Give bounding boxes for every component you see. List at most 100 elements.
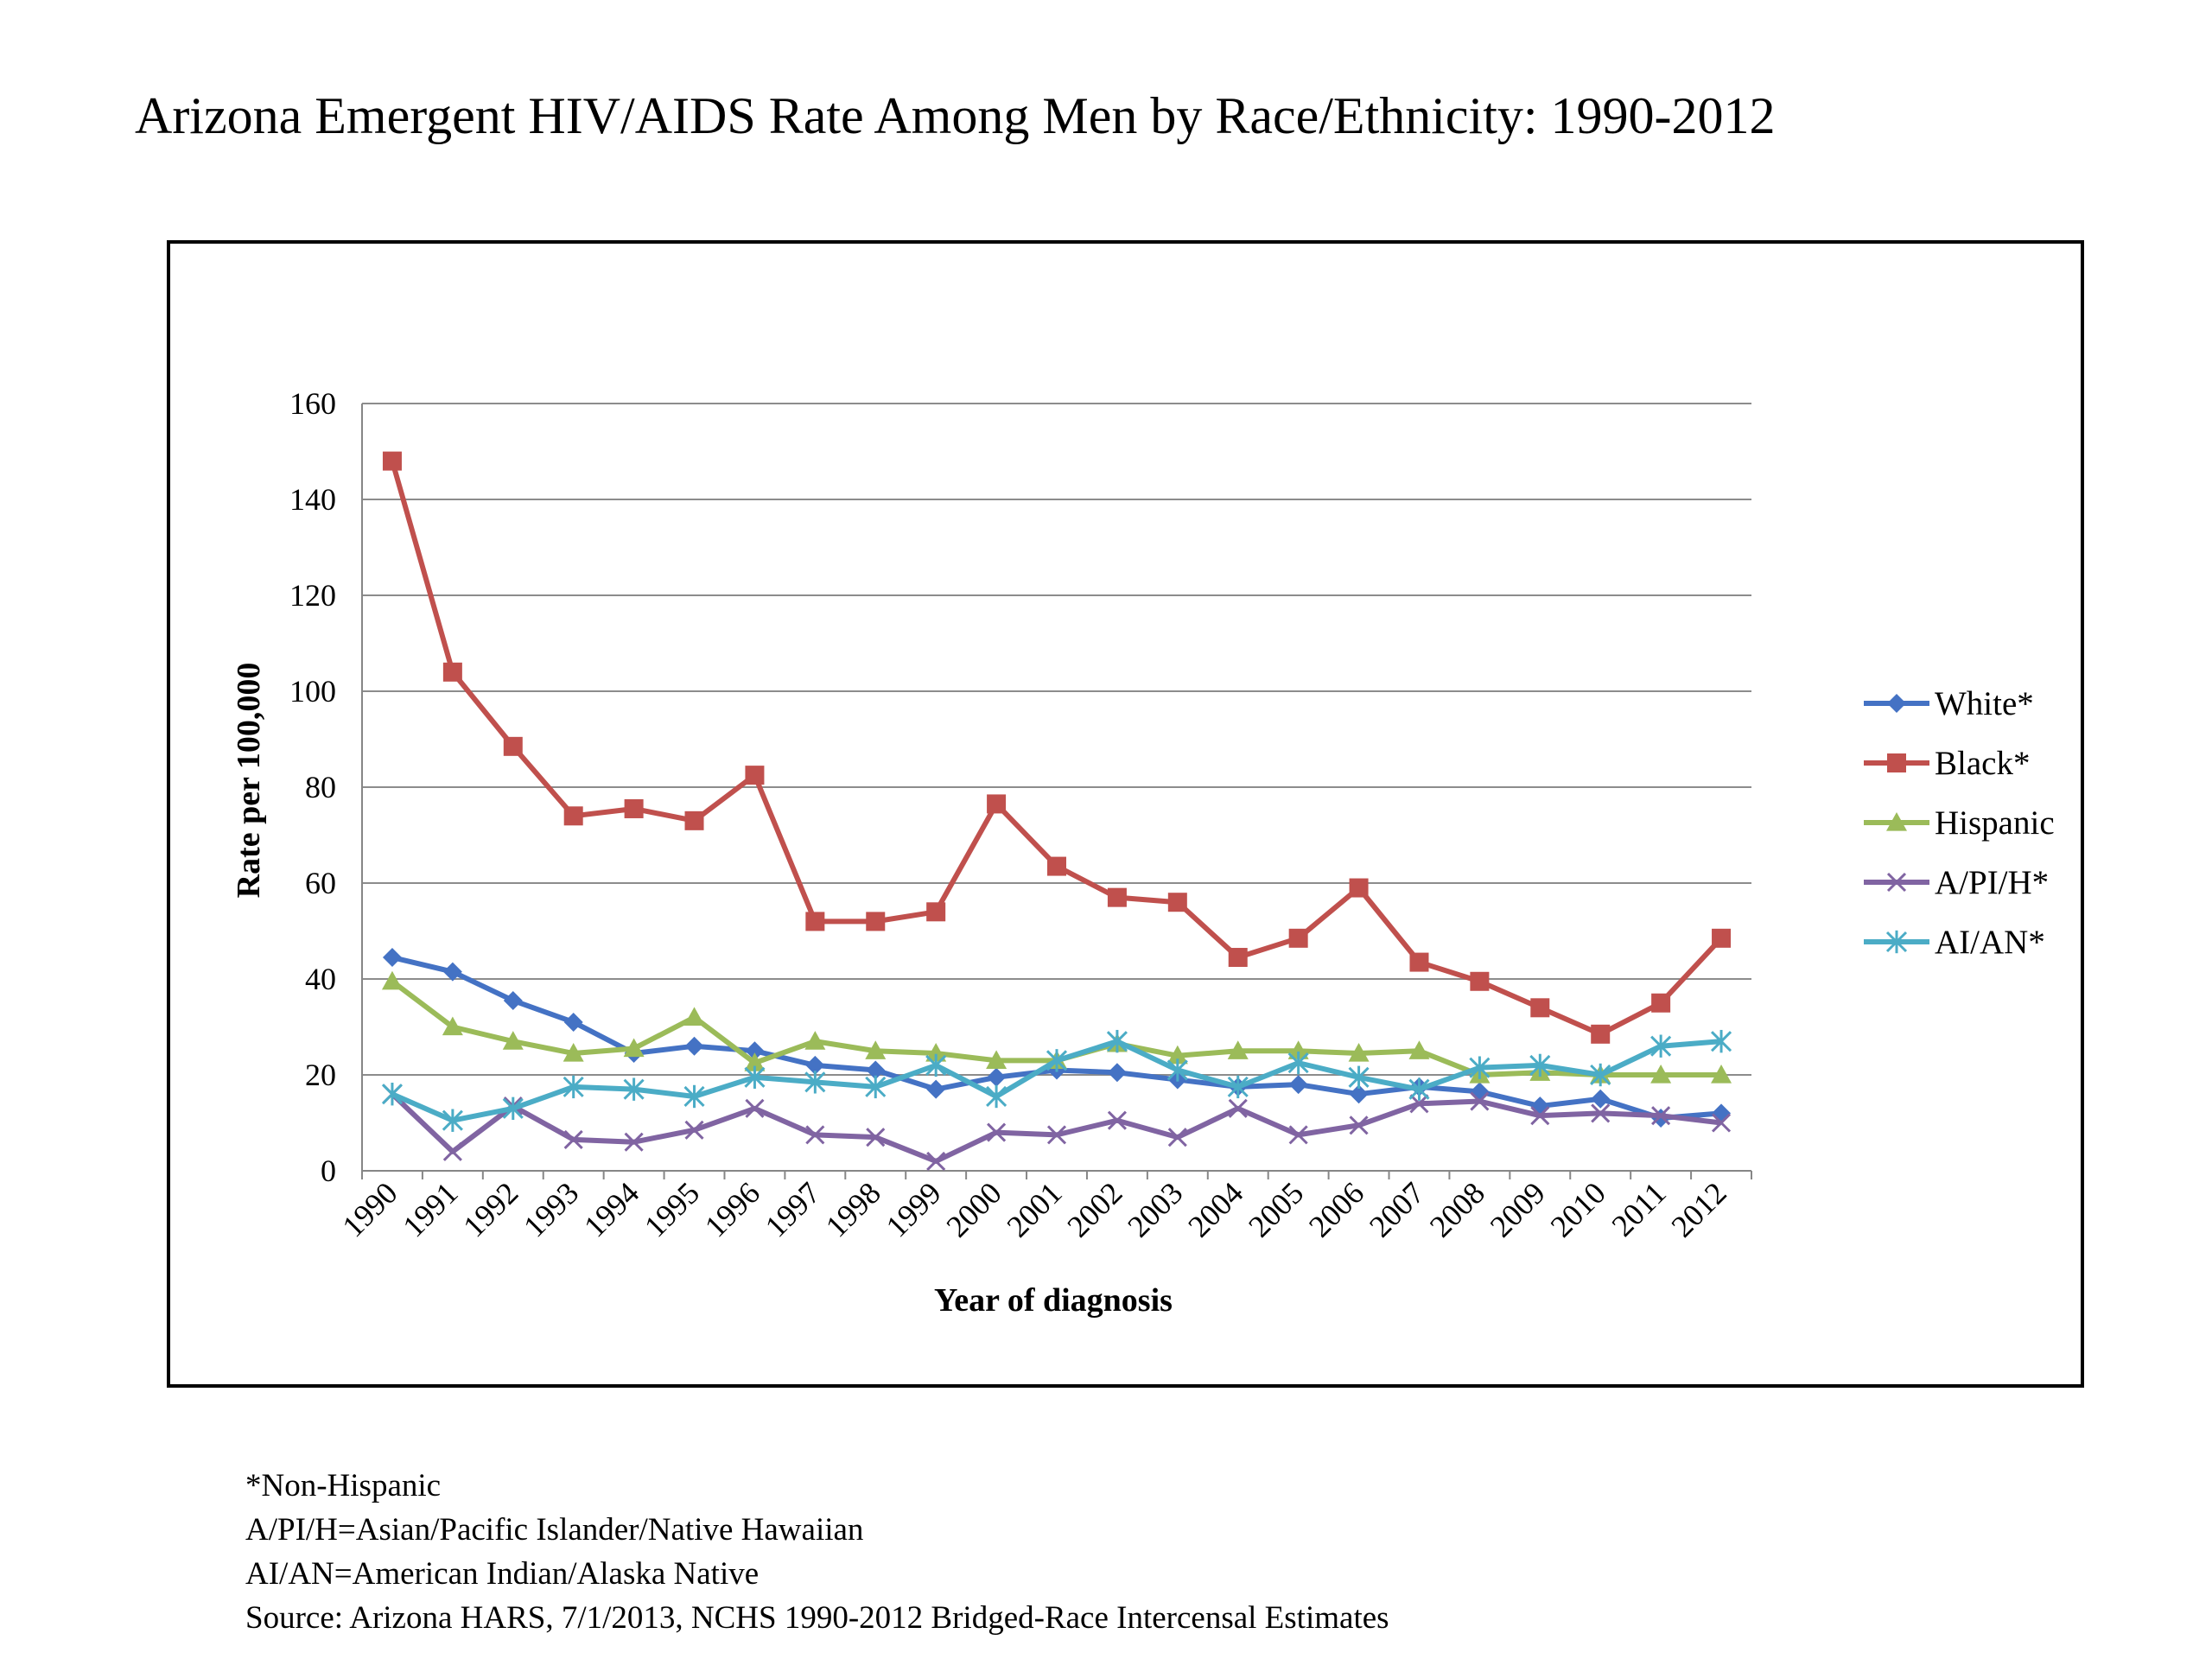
data-point-ai-an-1991: [442, 1109, 463, 1132]
data-point-hispanic-1999: [925, 1043, 947, 1062]
data-point-a-pi-h-2010: [1591, 1103, 1611, 1123]
data-point-a-pi-h-1994: [624, 1132, 644, 1152]
y-axis-ticks: 0 20 40 60 80 100 120 140 160: [289, 386, 336, 1188]
data-point-black-1993: [563, 806, 583, 826]
data-point-ai-an-2002: [1106, 1029, 1128, 1053]
legend-item-white: White*: [1864, 685, 2034, 722]
data-point-a-pi-h-2012: [1711, 1113, 1732, 1133]
data-point-white-1992: [503, 990, 523, 1010]
series-black: [382, 451, 1732, 1044]
footnotes: *Non-Hispanic A/PI/H=Asian/Pacific Islan…: [245, 1464, 1389, 1640]
x-tick-label-1999: 1999: [880, 1175, 948, 1243]
y-tick-label-140: 140: [289, 482, 336, 517]
footnote-aian: AI/AN=American Indian/Alaska Native: [245, 1556, 760, 1592]
data-point-ai-an-1994: [623, 1077, 645, 1101]
data-point-white-2005: [1288, 1075, 1308, 1095]
x-tick-label-1995: 1995: [638, 1175, 706, 1243]
data-point-hispanic-2005: [1287, 1040, 1309, 1059]
page-title: Arizona Emergent HIV/AIDS Rate Among Men…: [135, 87, 1776, 144]
data-point-ai-an-1990: [381, 1083, 404, 1106]
data-point-a-pi-h-2006: [1349, 1116, 1369, 1135]
data-point-hispanic-2007: [1408, 1040, 1430, 1059]
data-point-white-2010: [1591, 1089, 1611, 1109]
legend-marker-hispanic: [1886, 812, 1907, 831]
y-tick-label-60: 60: [305, 866, 336, 900]
data-point-a-pi-h-1993: [563, 1129, 583, 1149]
data-point-white-2000: [987, 1067, 1007, 1087]
data-point-ai-an-2007: [1408, 1077, 1430, 1101]
data-point-black-2012: [1712, 928, 1732, 948]
data-point-ai-an-2004: [1227, 1075, 1249, 1099]
data-point-black-2009: [1530, 998, 1550, 1018]
x-tick-label-1996: 1996: [698, 1175, 766, 1243]
data-point-white-2008: [1470, 1082, 1490, 1102]
data-point-black-2000: [987, 794, 1007, 814]
data-point-ai-an-2010: [1590, 1063, 1611, 1087]
legend: White* Black* Hispanic A/PI/H* AI/AN*: [1864, 685, 2055, 961]
data-point-hispanic-2006: [1348, 1043, 1370, 1062]
data-point-hispanic-2000: [986, 1050, 1007, 1069]
data-point-black-2010: [1591, 1024, 1611, 1044]
legend-label-white: White*: [1935, 685, 2034, 722]
x-tick-label-2002: 2002: [1060, 1175, 1128, 1243]
y-axis-title: Rate per 100,000: [231, 663, 267, 899]
y-tick-label-120: 120: [289, 578, 336, 613]
data-point-ai-an-2003: [1166, 1058, 1188, 1082]
x-tick-label-1990: 1990: [335, 1175, 404, 1243]
legend-marker-black: [1887, 753, 1906, 772]
legend-marker-white: [1887, 694, 1906, 713]
data-point-white-1996: [745, 1041, 765, 1061]
data-point-ai-an-2009: [1529, 1053, 1551, 1077]
data-point-ai-an-1993: [563, 1075, 584, 1099]
data-point-a-pi-h-2004: [1228, 1098, 1248, 1118]
data-point-white-2006: [1349, 1084, 1369, 1104]
data-point-a-pi-h-2007: [1409, 1094, 1429, 1114]
data-point-ai-an-1997: [804, 1071, 826, 1094]
data-point-black-1998: [866, 912, 886, 931]
data-point-hispanic-1998: [865, 1040, 887, 1059]
footnote-source: Source: Arizona HARS, 7/1/2013, NCHS 199…: [245, 1600, 1389, 1636]
x-tick-label-2012: 2012: [1665, 1175, 1733, 1243]
data-point-hispanic-1993: [563, 1043, 584, 1062]
data-point-ai-an-1999: [925, 1053, 947, 1077]
data-point-ai-an-2011: [1650, 1034, 1672, 1058]
data-point-white-1998: [866, 1060, 886, 1080]
x-tick-label-2010: 2010: [1544, 1175, 1612, 1243]
x-tick-label-1992: 1992: [456, 1175, 524, 1243]
legend-label-ai-an: AI/AN*: [1935, 924, 2045, 961]
data-point-hispanic-2012: [1711, 1065, 1732, 1084]
x-tick-label-2001: 2001: [1000, 1175, 1068, 1243]
data-point-a-pi-h-1998: [866, 1128, 886, 1147]
legend-label-black: Black*: [1935, 745, 2030, 782]
x-tick-label-2011: 2011: [1605, 1175, 1673, 1243]
data-point-hispanic-1991: [442, 1016, 463, 1036]
data-point-a-pi-h-2003: [1167, 1128, 1187, 1147]
x-tick-label-1994: 1994: [577, 1175, 645, 1243]
data-point-a-pi-h-2000: [987, 1122, 1007, 1142]
data-point-a-pi-h-2011: [1651, 1106, 1671, 1126]
data-point-white-1990: [382, 948, 402, 968]
series-line-white: [391, 955, 1722, 1121]
data-point-ai-an-1995: [683, 1084, 705, 1109]
legend-item-black: Black*: [1864, 745, 2030, 782]
x-tick-label-1991: 1991: [396, 1175, 464, 1243]
data-point-black-2001: [1047, 856, 1066, 876]
data-point-hispanic-1995: [683, 1007, 705, 1026]
data-point-a-pi-h-2002: [1107, 1110, 1127, 1130]
data-point-ai-an-2012: [1710, 1029, 1732, 1053]
x-tick-label-1993: 1993: [517, 1175, 585, 1243]
gridlines: [361, 403, 1752, 1179]
x-axis-title: Year of diagnosis: [934, 1282, 1173, 1319]
data-point-a-pi-h-2009: [1530, 1106, 1550, 1126]
data-point-ai-an-1996: [744, 1065, 766, 1089]
data-point-white-1991: [442, 962, 462, 982]
data-point-ai-an-2006: [1348, 1065, 1370, 1089]
y-tick-label-160: 160: [289, 386, 336, 421]
data-point-black-2008: [1470, 971, 1490, 991]
data-point-black-1992: [503, 736, 523, 756]
data-point-a-pi-h-2008: [1470, 1091, 1490, 1111]
legend-item-hispanic: Hispanic: [1864, 804, 2055, 842]
x-tick-label-2009: 2009: [1484, 1175, 1552, 1243]
data-point-a-pi-h-2001: [1046, 1125, 1067, 1145]
y-tick-label-0: 0: [321, 1154, 336, 1188]
